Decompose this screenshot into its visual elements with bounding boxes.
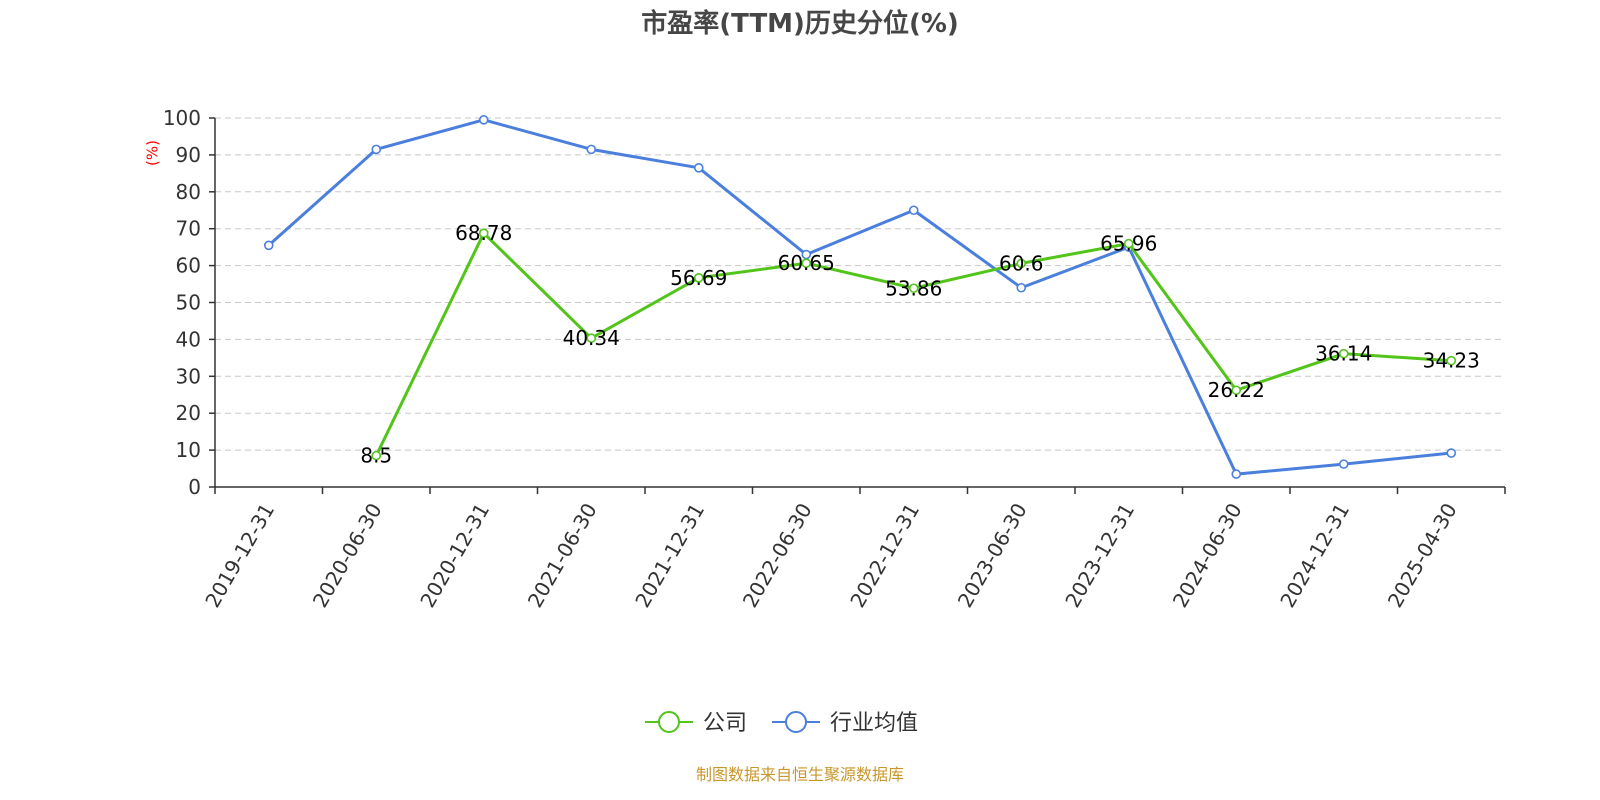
data-label: 40.34 [563, 326, 620, 350]
data-label: 60.65 [778, 251, 835, 275]
y-tick-label: 60 [176, 254, 201, 278]
x-tick-label: 2023-06-30 [953, 499, 1032, 612]
data-label: 56.69 [670, 266, 727, 290]
x-tick-label: 2021-12-31 [630, 499, 709, 612]
data-label: 60.6 [999, 251, 1044, 275]
y-tick-label: 20 [176, 401, 201, 425]
legend-label: 公司 [703, 711, 747, 736]
legend[interactable]: 公司 行业均值 [645, 711, 918, 736]
y-axis-unit-label: (%) [143, 140, 161, 166]
legend-label: 行业均值 [830, 711, 918, 736]
chart-title: 市盈率(TTM)历史分位(%) [641, 8, 959, 39]
data-point[interactable] [1231, 469, 1242, 479]
y-tick-label: 70 [176, 217, 201, 241]
series-company [371, 228, 1457, 461]
data-point[interactable] [1446, 355, 1457, 366]
data-point[interactable] [1016, 258, 1027, 269]
data-point[interactable] [1338, 459, 1349, 469]
data-label: 68.78 [455, 221, 512, 245]
y-tick-label: 0 [188, 475, 201, 499]
data-label: 26.22 [1208, 378, 1265, 402]
legend-item-industry-average[interactable]: 行业均值 [772, 711, 918, 736]
data-point[interactable] [586, 144, 597, 155]
axes: 0 10 20 30 40 50 60 70 80 90 100 2019-12-31 2020-06-… [163, 106, 1506, 612]
data-point[interactable] [1016, 282, 1027, 293]
legend-marker [785, 711, 807, 733]
data-point[interactable] [908, 283, 919, 294]
data-point[interactable] [801, 258, 812, 269]
x-tick-label: 2020-12-31 [415, 499, 494, 612]
data-labels: 8.5 68.78 40.34 56.69 60.65 53.86 60.6 65.96 26.… [360, 221, 1480, 467]
y-tick-label: 90 [176, 143, 201, 167]
y-tick-label: 80 [176, 180, 201, 204]
data-label: 34.23 [1423, 349, 1480, 373]
data-point[interactable] [478, 228, 489, 239]
y-tick-label: 100 [163, 106, 201, 130]
series-industry-average [263, 115, 1457, 479]
data-point[interactable] [1231, 385, 1242, 396]
x-tick-label: 2022-06-30 [738, 499, 817, 612]
x-tick-label: 2020-06-30 [308, 499, 387, 612]
x-tick-label: 2019-12-31 [200, 499, 279, 612]
legend-marker [658, 711, 680, 733]
source-note: 制图数据来自恒生聚源数据库 [696, 765, 904, 784]
data-label: 65.96 [1100, 232, 1157, 256]
data-point[interactable] [586, 333, 597, 343]
data-point[interactable] [371, 450, 382, 461]
series-layer [263, 115, 1457, 479]
x-tick-label: 2025-04-30 [1383, 499, 1462, 612]
data-point[interactable] [1338, 348, 1349, 359]
y-tick-label: 40 [176, 327, 201, 351]
grid [215, 117, 1505, 451]
x-tick-label: 2024-12-31 [1275, 499, 1354, 612]
series-line [267, 118, 1452, 476]
y-tick-label: 10 [176, 438, 201, 462]
data-label: 53.86 [885, 276, 942, 300]
x-tick-label: 2021-06-30 [523, 499, 602, 612]
data-point[interactable] [693, 273, 704, 283]
y-tick-label: 30 [176, 364, 201, 388]
x-tick-label: 2024-06-30 [1168, 499, 1247, 612]
data-point[interactable] [371, 144, 382, 155]
data-point[interactable] [1446, 448, 1457, 458]
data-point[interactable] [1123, 238, 1134, 249]
data-label: 36.14 [1315, 342, 1372, 366]
data-point[interactable] [478, 115, 489, 125]
data-point[interactable] [908, 205, 919, 216]
legend-item-company[interactable]: 公司 [645, 711, 747, 736]
data-point[interactable] [693, 163, 704, 173]
data-label: 8.5 [360, 444, 392, 468]
x-tick-label: 2022-12-31 [845, 499, 924, 612]
x-tick-label: 2023-12-31 [1060, 499, 1139, 612]
y-tick-label: 50 [176, 291, 201, 315]
series-line [374, 231, 1452, 457]
data-point[interactable] [263, 240, 274, 251]
